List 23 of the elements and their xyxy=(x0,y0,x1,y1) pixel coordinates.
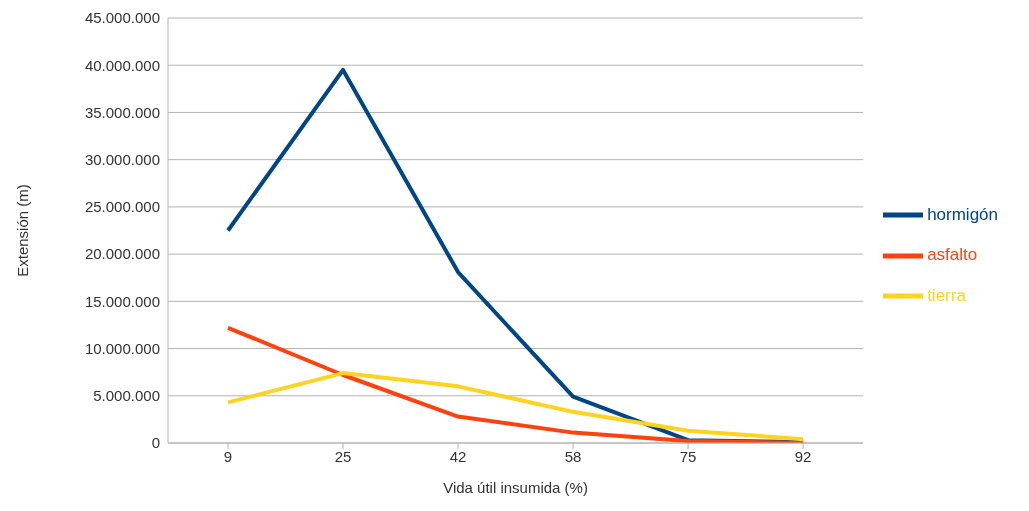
x-tick-label: 75 xyxy=(679,447,697,465)
legend-label: asfalto xyxy=(927,245,978,265)
y-tick-label: 15.000.000 xyxy=(84,292,160,310)
x-tick-label: 92 xyxy=(794,447,812,465)
x-axis-title: Vida útil insumida (%) xyxy=(443,479,588,496)
x-tick-label: 42 xyxy=(449,447,467,465)
line-series xyxy=(226,371,806,442)
line-series xyxy=(226,325,806,443)
x-tick-label: 9 xyxy=(223,447,233,465)
legend-label: tierra xyxy=(927,285,966,305)
x-tick-label: 58 xyxy=(564,447,582,465)
y-tick-label: 20.000.000 xyxy=(84,245,160,263)
x-tick-label: 25 xyxy=(334,447,352,465)
y-tick-label: 45.000.000 xyxy=(84,9,160,27)
y-tick-label: 35.000.000 xyxy=(84,103,160,121)
y-axis-title: Extensión (m) xyxy=(14,184,32,277)
y-tick-label: 40.000.000 xyxy=(84,56,160,74)
y-tick-label: 30.000.000 xyxy=(84,150,160,168)
y-tick-label: 25.000.000 xyxy=(84,198,160,216)
y-tick-label: 10.000.000 xyxy=(84,339,160,357)
y-tick-label: 5.000.000 xyxy=(93,387,160,405)
legend-label: hormigón xyxy=(927,204,998,224)
y-tick-label: 0 xyxy=(151,434,160,452)
